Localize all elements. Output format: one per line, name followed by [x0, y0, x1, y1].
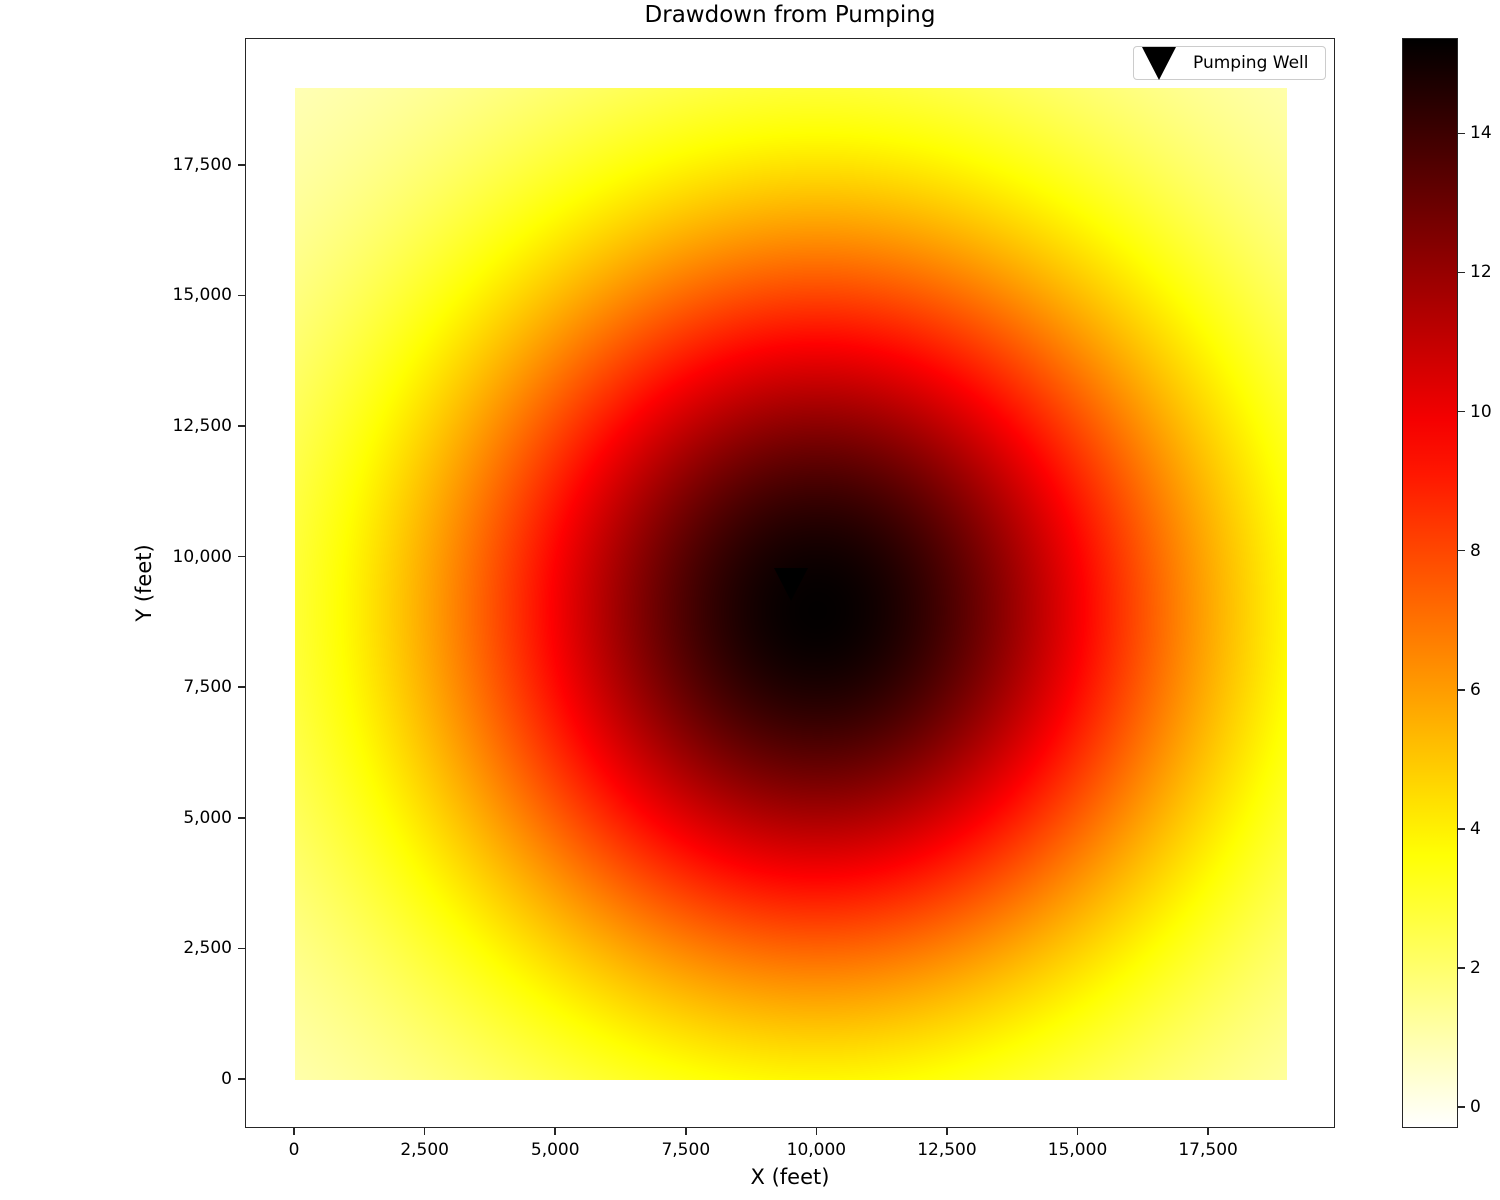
y-tick-label: 15,000	[172, 285, 232, 306]
y-tick-label: 2,500	[183, 938, 232, 959]
x-tick-label: 15,000	[1047, 1140, 1108, 1160]
x-tick	[1207, 1128, 1209, 1135]
colorbar-tick	[1458, 689, 1465, 691]
y-tick	[238, 555, 245, 558]
x-tick-label: 12,500	[917, 1140, 977, 1160]
y-tick	[238, 164, 245, 166]
y-tick-label: 10,000	[172, 546, 232, 567]
colorbar-tick-label: 4	[1470, 818, 1481, 839]
x-tick-label: 2,500	[400, 1140, 449, 1160]
colorbar-tick	[1458, 410, 1465, 413]
pumping-well-marker	[774, 567, 809, 601]
colorbar-tick-label: 14	[1470, 123, 1492, 144]
y-tick-label: 5,000	[183, 807, 232, 828]
x-tick	[1076, 1128, 1079, 1135]
legend: Pumping Well	[1133, 46, 1326, 80]
y-axis-title: Y (feet)	[132, 544, 156, 622]
chart-title: Drawdown from Pumping	[644, 2, 936, 28]
y-tick-label: 17,500	[172, 154, 232, 175]
y-tick-label: 7,500	[183, 677, 232, 698]
colorbar-tick	[1458, 967, 1465, 969]
colorbar-tick-label: 8	[1470, 540, 1481, 561]
y-tick	[238, 1078, 245, 1080]
y-tick-label: 0	[221, 1068, 232, 1089]
colorbar-tick-label: 0	[1470, 1097, 1481, 1118]
x-tick-label: 5,000	[530, 1140, 580, 1160]
x-tick-label: 7,500	[661, 1140, 711, 1160]
colorbar-tick	[1458, 132, 1465, 135]
plot-area: Pumping Well	[245, 38, 1335, 1128]
colorbar-tick-label: 12	[1470, 262, 1492, 283]
x-tick	[946, 1128, 948, 1135]
x-tick-label: 17,500	[1178, 1140, 1238, 1160]
x-tick	[293, 1128, 295, 1135]
y-tick	[238, 947, 245, 950]
x-axis-title: X (feet)	[750, 1165, 830, 1189]
colorbar-gradient	[1403, 39, 1457, 1127]
colorbar-tick	[1458, 549, 1465, 552]
x-tick	[685, 1128, 687, 1135]
y-tick	[238, 817, 245, 819]
colorbar-tick	[1458, 828, 1465, 830]
colorbar	[1402, 38, 1458, 1128]
x-tick	[423, 1128, 426, 1135]
colorbar-tick-label: 6	[1470, 679, 1481, 700]
colorbar-tick	[1458, 271, 1465, 274]
colorbar-tick	[1458, 1106, 1465, 1108]
y-tick	[238, 686, 245, 688]
colorbar-tick-label: 10	[1470, 401, 1492, 422]
colorbar-tick-label: 2	[1470, 958, 1481, 978]
y-tick-label: 12,500	[172, 416, 232, 437]
x-tick	[554, 1128, 556, 1135]
x-tick-label: 10,000	[786, 1140, 847, 1160]
triangle-down-icon	[1142, 47, 1176, 80]
y-tick	[238, 294, 245, 297]
y-tick	[238, 425, 245, 427]
x-tick-label: 0	[288, 1140, 300, 1160]
x-tick	[815, 1128, 818, 1135]
legend-label: Pumping Well	[1193, 53, 1309, 73]
